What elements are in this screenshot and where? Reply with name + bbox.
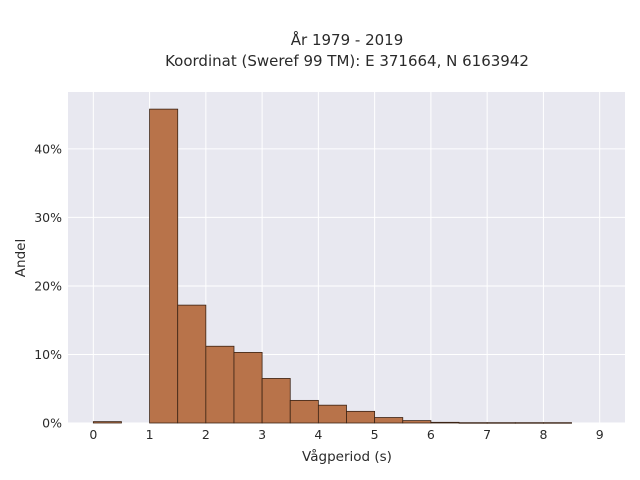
x-tick-label-2: 2	[202, 427, 210, 442]
bars-layer	[92, 108, 572, 424]
histogram-bar-9	[374, 417, 404, 424]
x-tick-label-0: 0	[89, 427, 97, 442]
histogram-bar-14	[514, 422, 544, 424]
histogram-bar-6	[289, 399, 319, 424]
histogram-bar-11	[430, 421, 460, 424]
histogram-bar-15	[543, 422, 572, 424]
histogram-bar-4	[233, 352, 263, 424]
y-tick-labels: 0% 10% 20% 30% 40%	[34, 141, 62, 430]
x-tick-label-7: 7	[483, 427, 491, 442]
y-tick-label-0: 0%	[42, 416, 62, 431]
x-tick-label-1: 1	[146, 427, 154, 442]
histogram-bar-5	[261, 378, 291, 424]
histogram-bar-12	[458, 422, 488, 424]
y-tick-label-1: 10%	[34, 347, 62, 362]
x-axis-label: Vågperiod (s)	[302, 448, 392, 465]
histogram-bar-2	[177, 304, 207, 424]
histogram-bar-0	[92, 421, 122, 424]
x-tick-label-4: 4	[314, 427, 322, 442]
histogram-bar-3	[205, 345, 235, 424]
x-tick-label-6: 6	[427, 427, 435, 442]
x-tick-label-9: 9	[596, 427, 604, 442]
y-tick-label-3: 30%	[34, 210, 62, 225]
y-tick-label-4: 40%	[34, 141, 62, 156]
x-tick-labels: 0 1 2 3 4 5 6 7 8 9	[89, 427, 603, 442]
histogram-bar-13	[486, 422, 516, 424]
histogram-bar-10	[402, 420, 432, 424]
histogram-bar-7	[317, 404, 347, 424]
chart-title-line-2: Koordinat (Sweref 99 TM): E 371664, N 61…	[165, 52, 529, 70]
histogram-bar-8	[346, 410, 376, 424]
chart-title-line-1: År 1979 - 2019	[291, 30, 404, 49]
y-axis-label: Andel	[13, 239, 29, 277]
x-tick-label-3: 3	[258, 427, 266, 442]
y-tick-label-2: 20%	[34, 278, 62, 293]
x-tick-label-8: 8	[539, 427, 547, 442]
histogram-bar-1	[149, 108, 179, 424]
x-tick-label-5: 5	[371, 427, 379, 442]
